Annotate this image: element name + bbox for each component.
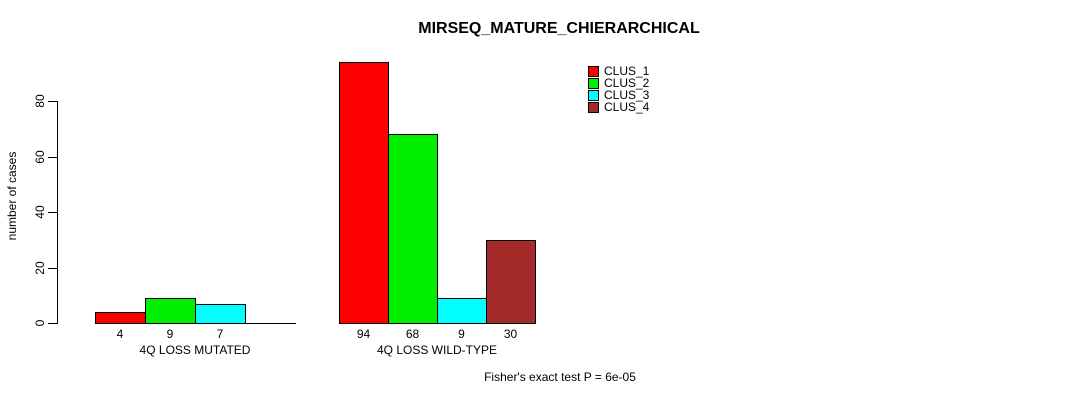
legend-label: CLUS_3	[604, 88, 650, 102]
annotation-text: Fisher's exact test P = 6e-05	[484, 370, 636, 384]
y-tick-label: 0	[33, 319, 47, 327]
bar-clus_3-group2	[437, 298, 487, 324]
y-tick-label: 40	[33, 205, 47, 219]
legend-label: CLUS_2	[604, 76, 650, 90]
legend-label: CLUS_4	[604, 100, 650, 114]
bar-clus_4-group2	[486, 240, 536, 324]
legend-swatch-clus_4	[588, 102, 599, 113]
bar-value-label: 94	[356, 327, 371, 341]
bar-clus_1-group2	[339, 62, 389, 324]
legend-swatch-clus_2	[588, 78, 599, 89]
chart-title: MIRSEQ_MATURE_CHIERARCHICAL	[418, 20, 700, 37]
bar-value-label: 9	[166, 327, 174, 341]
y-tick	[48, 101, 57, 102]
bar-value-label: 30	[503, 327, 518, 341]
y-tick-label: 20	[33, 261, 47, 275]
y-tick	[48, 268, 57, 269]
x-category-label: 4Q LOSS MUTATED	[139, 343, 251, 357]
bar-clus_3-group1	[195, 304, 246, 324]
bar-value-label: 4	[116, 327, 124, 341]
legend-label: CLUS_1	[604, 64, 650, 78]
bar-value-label: 9	[458, 327, 465, 341]
bar-value-label: 68	[405, 327, 420, 341]
legend-swatch-clus_3	[588, 90, 599, 101]
bar-clus_2-group1	[145, 298, 196, 324]
y-tick	[48, 157, 57, 158]
y-tick	[48, 323, 57, 324]
legend-swatch-clus_1	[588, 66, 599, 77]
bar-clus_2-group2	[388, 134, 438, 324]
y-axis-line	[57, 101, 58, 324]
y-tick-label: 80	[33, 94, 47, 108]
bar-value-label: 7	[216, 327, 224, 341]
x-category-label: 4Q LOSS WILD-TYPE	[376, 343, 498, 357]
y-axis-label: number of cases	[5, 151, 19, 241]
y-tick-label: 60	[33, 150, 47, 164]
y-tick	[48, 212, 57, 213]
bar-clus_1-group1	[95, 312, 146, 324]
